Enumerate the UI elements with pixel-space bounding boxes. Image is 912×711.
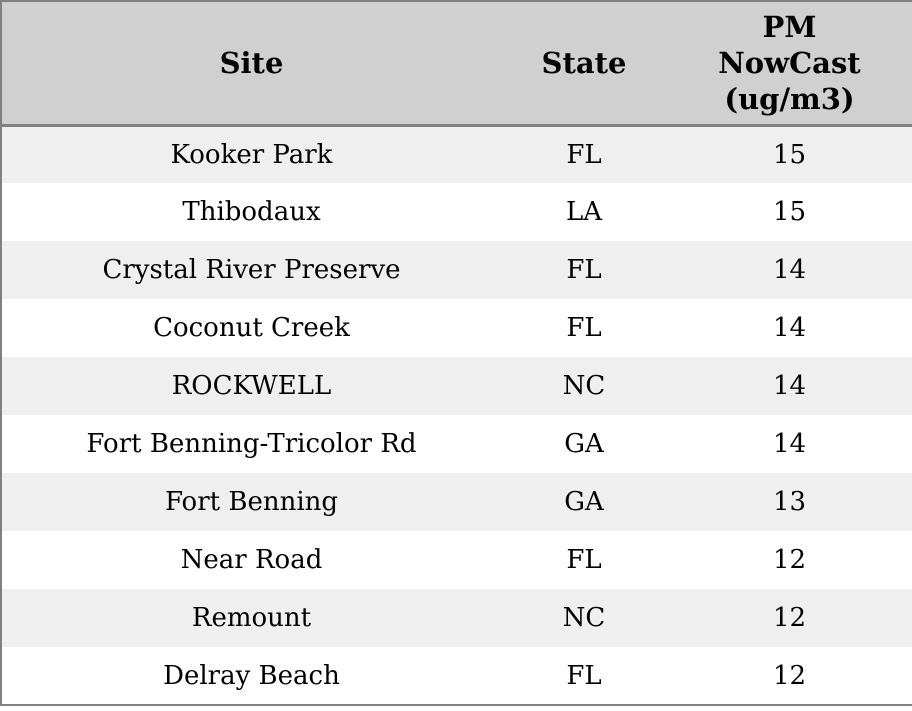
pm-cell: 14 [667,299,912,357]
pm-cell: 14 [667,357,912,415]
table-row: Coconut Creek FL 14 [1,299,912,357]
table-row: Near Road FL 12 [1,531,912,589]
site-cell: Thibodaux [1,183,501,241]
column-header-pm-nowcast: PM NowCast (ug/m3) [667,1,912,127]
state-cell: FL [501,125,667,183]
table-row: Fort Benning GA 13 [1,473,912,531]
column-header-site: Site [1,1,501,127]
pm-cell: 14 [667,415,912,473]
site-cell: ROCKWELL [1,357,501,415]
site-cell: Fort Benning-Tricolor Rd [1,415,501,473]
state-cell: GA [501,415,667,473]
state-cell: NC [501,589,667,647]
state-cell: FL [501,299,667,357]
state-cell: NC [501,357,667,415]
table-body: Kooker Park FL 15 Thibodaux LA 15 Crysta… [1,125,912,705]
state-cell: FL [501,531,667,589]
table-row: Thibodaux LA 15 [1,183,912,241]
pm-cell: 15 [667,125,912,183]
column-header-state: State [501,1,667,127]
table-row: ROCKWELL NC 14 [1,357,912,415]
table-row: Remount NC 12 [1,589,912,647]
pm-cell: 12 [667,647,912,705]
pm-header-line-2: NowCast [718,45,861,80]
state-cell: GA [501,473,667,531]
site-cell: Coconut Creek [1,299,501,357]
pm-header-line-1: PM [762,9,817,44]
header-row: Site State PM NowCast (ug/m3) [1,1,912,127]
site-cell: Kooker Park [1,125,501,183]
table-row: Crystal River Preserve FL 14 [1,241,912,299]
state-cell: FL [501,241,667,299]
state-cell: FL [501,647,667,705]
pm-cell: 12 [667,531,912,589]
site-cell: Crystal River Preserve [1,241,501,299]
table-row: Delray Beach FL 12 [1,647,912,705]
table-header: Site State PM NowCast (ug/m3) [1,1,912,127]
site-cell: Remount [1,589,501,647]
pm-header-line-3: (ug/m3) [724,81,855,116]
pm-cell: 13 [667,473,912,531]
site-cell: Fort Benning [1,473,501,531]
pm-cell: 12 [667,589,912,647]
pm-cell: 15 [667,183,912,241]
site-cell: Near Road [1,531,501,589]
pm-cell: 14 [667,241,912,299]
table-row: Kooker Park FL 15 [1,125,912,183]
site-cell: Delray Beach [1,647,501,705]
table-row: Fort Benning-Tricolor Rd GA 14 [1,415,912,473]
state-cell: LA [501,183,667,241]
